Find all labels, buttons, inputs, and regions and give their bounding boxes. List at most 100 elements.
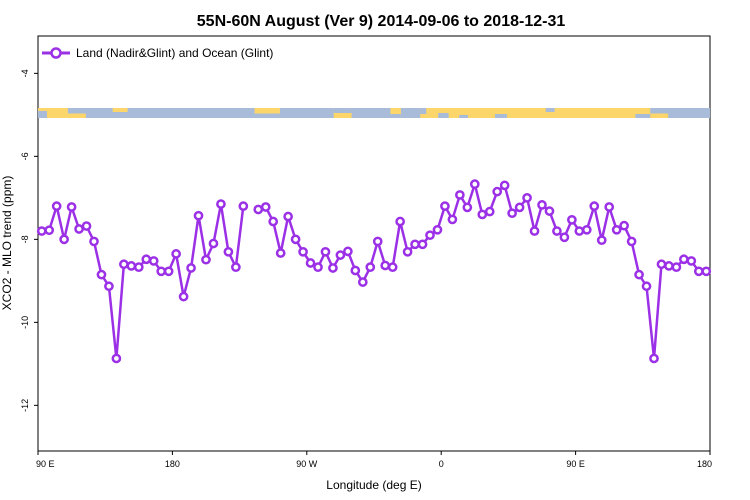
data-point — [589, 201, 600, 211]
data-point — [44, 225, 55, 236]
series-line — [41, 202, 245, 360]
data-point — [335, 250, 346, 260]
data-point — [119, 259, 129, 270]
data-point — [567, 214, 577, 225]
x-axis: 90 E 180 90 W 0 90 E 180 — [36, 451, 712, 469]
data-point — [559, 232, 570, 243]
data-point — [357, 277, 368, 287]
data-point — [604, 202, 615, 212]
land-ocean-band — [38, 108, 710, 118]
series-layer — [36, 179, 712, 364]
data-point — [455, 190, 465, 200]
data-point — [126, 261, 137, 271]
data-point — [156, 266, 167, 277]
ocean-region — [545, 108, 555, 112]
data-point — [305, 258, 316, 268]
data-point — [171, 249, 181, 259]
ocean-region — [279, 108, 334, 118]
ocean-region — [400, 108, 421, 118]
data-point — [320, 246, 331, 257]
data-point — [626, 236, 637, 247]
ocean-region — [351, 108, 391, 118]
data-point — [596, 235, 607, 246]
data-point — [693, 266, 704, 277]
ocean-region — [438, 113, 449, 118]
ocean-region — [459, 115, 469, 118]
ocean-region — [333, 108, 352, 113]
x-tick-label: 90 E — [36, 459, 55, 469]
data-point — [186, 263, 196, 273]
data-point — [74, 224, 84, 234]
data-point — [477, 209, 488, 220]
data-point — [141, 254, 152, 265]
data-point — [193, 210, 204, 221]
data-point — [492, 186, 503, 197]
data-point — [111, 353, 122, 364]
data-point — [380, 260, 391, 271]
data-point — [537, 200, 547, 210]
legend-marker-swatch — [50, 47, 62, 59]
data-point — [96, 269, 107, 280]
x-tick-label: 0 — [439, 459, 444, 469]
data-point — [440, 201, 450, 211]
legend-entry-label: Land (Nadir&Glint) and Ocean (Glint) — [76, 46, 273, 60]
ocean-region — [390, 114, 401, 118]
data-point — [671, 262, 682, 273]
data-point — [574, 226, 585, 236]
data-point — [163, 266, 174, 277]
data-point — [634, 269, 644, 280]
data-point — [581, 224, 592, 235]
ocean-region — [650, 108, 710, 114]
data-point — [275, 248, 286, 258]
legend: Land (Nadir&Glint) and Ocean (Glint) — [42, 46, 273, 60]
x-tick-label: 90 W — [296, 459, 318, 469]
ocean-region — [127, 108, 255, 118]
data-point — [365, 262, 376, 273]
data-point — [507, 208, 517, 219]
ocean-region — [85, 112, 143, 118]
x-axis-label: Longitude (deg E) — [326, 478, 421, 492]
data-point — [552, 226, 562, 236]
data-point — [522, 193, 532, 203]
data-point — [268, 216, 279, 227]
data-point — [402, 246, 413, 257]
data-point — [641, 281, 652, 292]
data-point — [417, 239, 428, 250]
data-point — [395, 216, 405, 227]
data-point — [201, 254, 211, 265]
ocean-region — [420, 108, 427, 114]
data-point — [469, 179, 480, 190]
data-point — [686, 256, 697, 266]
data-point — [238, 201, 249, 211]
data-point — [231, 262, 241, 273]
data-point — [313, 262, 323, 273]
y-tick-label: -12 — [20, 399, 30, 412]
data-point — [328, 263, 338, 273]
data-point — [36, 226, 47, 236]
data-point — [679, 254, 689, 265]
data-point — [260, 202, 271, 212]
data-point — [216, 199, 226, 209]
y-axis: -4 -6 -8 -10 -12 — [20, 69, 38, 412]
data-point — [298, 246, 308, 257]
data-point — [387, 262, 398, 273]
data-point — [133, 262, 144, 273]
data-point — [701, 266, 712, 277]
data-point — [514, 202, 525, 213]
data-point — [432, 224, 443, 235]
chart-title: 55N-60N August (Ver 9) 2014-09-06 to 201… — [197, 13, 566, 30]
data-point — [410, 239, 420, 250]
data-point — [656, 259, 667, 270]
ocean-region — [494, 114, 507, 118]
data-point — [89, 236, 99, 247]
data-point — [343, 246, 353, 257]
y-tick-label: -8 — [20, 235, 30, 243]
data-point — [619, 220, 629, 231]
x-tick-label: 180 — [697, 459, 712, 469]
data-point — [529, 226, 540, 236]
data-point — [253, 204, 264, 215]
data-point — [178, 291, 189, 302]
y-tick-label: -4 — [20, 69, 30, 77]
data-point — [611, 224, 622, 235]
